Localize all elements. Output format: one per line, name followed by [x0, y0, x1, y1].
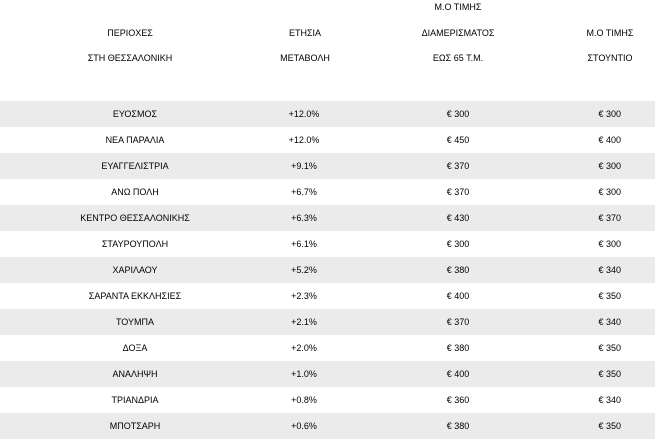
change-cell: +6.3% [291, 213, 317, 223]
change-cell: +1.0% [291, 369, 317, 379]
table-row: ΧΑΡΙΛΑΟΥ +5.2% € 380 € 340 [0, 257, 655, 283]
apartment-price-cell: € 380 [446, 343, 470, 353]
header-studio-line-2: ΣΤΟΥΝΤΙΟ [587, 53, 633, 63]
change-cell: +5.2% [291, 265, 317, 275]
change-cell: +9.1% [291, 161, 317, 171]
apartment-price-cell: € 360 [446, 395, 470, 405]
table-row: ΜΠΟΤΣΑΡΗ +0.6% € 380 € 350 [0, 413, 655, 439]
table-row: ΝΕΑ ΠΑΡΑΛΙΑ +12.0% € 450 € 400 [0, 127, 655, 153]
apartment-price-cell: € 370 [446, 187, 470, 197]
studio-price-cell: € 350 [598, 421, 621, 431]
area-cell: ΕΥΟΣΜΟΣ [112, 109, 158, 119]
studio-price-cell: € 350 [598, 369, 621, 379]
header-studio: Μ.Ο ΤΙΜΗΣ ΣΤΟΥΝΤΙΟ [565, 0, 655, 100]
table-row: ΕΥΑΓΓΕΛΙΣΤΡΙΑ +9.1% € 370 € 300 [0, 153, 655, 179]
header-area-line-2: ΣΤΗ ΘΕΣΣΑΛΟΝΙΚΗ [87, 53, 173, 63]
header-apartment-line-1: Μ.Ο ΤΙΜΗΣ [434, 2, 482, 12]
change-cell: +2.3% [291, 291, 317, 301]
table-row: ΚΕΝΤΡΟ ΘΕΣΣΑΛΟΝΙΚΗΣ +6.3% € 430 € 370 [0, 205, 655, 231]
table-row: ΕΥΟΣΜΟΣ +12.0% € 300 € 300 [0, 101, 655, 127]
change-cell: +6.1% [291, 239, 317, 249]
area-cell: ΤΟΥΜΠΑ [115, 317, 155, 327]
area-cell: ΣΤΑΥΡΟΥΠΟΛΗ [101, 239, 169, 249]
header-area: ΠΕΡΙΟΧΕΣ ΣΤΗ ΘΕΣΣΑΛΟΝΙΚΗ [60, 0, 200, 100]
header-apartment: Μ.Ο ΤΙΜΗΣ ΔΙΑΜΕΡΙΣΜΑΤΟΣ ΕΩΣ 65 Τ.Μ. [400, 0, 516, 100]
studio-price-cell: € 350 [598, 343, 621, 353]
table-row: ΣΤΑΥΡΟΥΠΟΛΗ +6.1% € 300 € 300 [0, 231, 655, 257]
table-row: ΑΝΑΛΗΨΗ +1.0% € 400 € 350 [0, 361, 655, 387]
table-header: ΠΕΡΙΟΧΕΣ ΣΤΗ ΘΕΣΣΑΛΟΝΙΚΗ ΕΤΗΣΙΑ ΜΕΤΑΒΟΛΗ… [0, 0, 655, 100]
header-change: ΕΤΗΣΙΑ ΜΕΤΑΒΟΛΗ [265, 0, 345, 100]
table-row: ΣΑΡΑΝΤΑ ΕΚΚΛΗΣΙΕΣ +2.3% € 400 € 350 [0, 283, 655, 309]
apartment-price-cell: € 370 [446, 317, 470, 327]
area-cell: ΣΑΡΑΝΤΑ ΕΚΚΛΗΣΙΕΣ [88, 291, 182, 301]
table-row: ΔΟΞΑ +2.0% € 380 € 350 [0, 335, 655, 361]
change-cell: +2.1% [291, 317, 317, 327]
apartment-price-cell: € 450 [446, 135, 470, 145]
header-apartment-line-3: ΕΩΣ 65 Τ.Μ. [432, 53, 484, 63]
studio-price-cell: € 300 [598, 109, 621, 119]
studio-price-cell: € 340 [598, 395, 621, 405]
studio-price-cell: € 340 [598, 265, 621, 275]
change-cell: +0.6% [291, 421, 317, 431]
area-cell: ΔΟΞΑ [122, 343, 148, 353]
studio-price-cell: € 300 [598, 161, 621, 171]
apartment-price-cell: € 380 [446, 265, 470, 275]
table-body: ΕΥΟΣΜΟΣ +12.0% € 300 € 300 ΝΕΑ ΠΑΡΑΛΙΑ +12.0%… [0, 101, 655, 439]
studio-price-cell: € 300 [598, 239, 621, 249]
area-cell: ΜΠΟΤΣΑΡΗ [109, 421, 161, 431]
area-cell: ΝΕΑ ΠΑΡΑΛΙΑ [105, 135, 165, 145]
change-cell: +12.0% [288, 135, 320, 145]
area-cell: ΑΝΩ ΠΟΛΗ [111, 187, 159, 197]
apartment-price-cell: € 300 [446, 239, 470, 249]
table-row: ΤΡΙΑΝΔΡΙΑ +0.8% € 360 € 340 [0, 387, 655, 413]
area-cell: ΤΡΙΑΝΔΡΙΑ [111, 395, 159, 405]
change-cell: +0.8% [291, 395, 317, 405]
change-cell: +6.7% [291, 187, 317, 197]
header-change-line-1: ΕΤΗΣΙΑ [288, 28, 322, 38]
apartment-price-cell: € 380 [446, 421, 470, 431]
area-cell: ΧΑΡΙΛΑΟΥ [112, 265, 158, 275]
header-area-line-1: ΠΕΡΙΟΧΕΣ [107, 28, 153, 38]
area-cell: ΕΥΑΓΓΕΛΙΣΤΡΙΑ [101, 161, 169, 171]
apartment-price-cell: € 400 [446, 291, 470, 301]
change-cell: +12.0% [288, 109, 320, 119]
header-studio-line-1: Μ.Ο ΤΙΜΗΣ [586, 28, 634, 38]
studio-price-cell: € 340 [598, 317, 621, 327]
change-cell: +2.0% [291, 343, 317, 353]
header-apartment-line-2: ΔΙΑΜΕΡΙΣΜΑΤΟΣ [421, 28, 495, 38]
studio-price-cell: € 400 [598, 135, 621, 145]
studio-price-cell: € 350 [598, 291, 621, 301]
header-change-line-2: ΜΕΤΑΒΟΛΗ [280, 53, 330, 63]
studio-price-cell: € 300 [598, 187, 621, 197]
table-row: ΤΟΥΜΠΑ +2.1% € 370 € 340 [0, 309, 655, 335]
area-cell: ΚΕΝΤΡΟ ΘΕΣΣΑΛΟΝΙΚΗΣ [80, 213, 190, 223]
apartment-price-cell: € 400 [446, 369, 470, 379]
area-cell: ΑΝΑΛΗΨΗ [112, 369, 158, 379]
apartment-price-cell: € 430 [446, 213, 470, 223]
apartment-price-cell: € 300 [446, 109, 470, 119]
apartment-price-cell: € 370 [446, 161, 470, 171]
table-row: ΑΝΩ ΠΟΛΗ +6.7% € 370 € 300 [0, 179, 655, 205]
studio-price-cell: € 370 [598, 213, 621, 223]
